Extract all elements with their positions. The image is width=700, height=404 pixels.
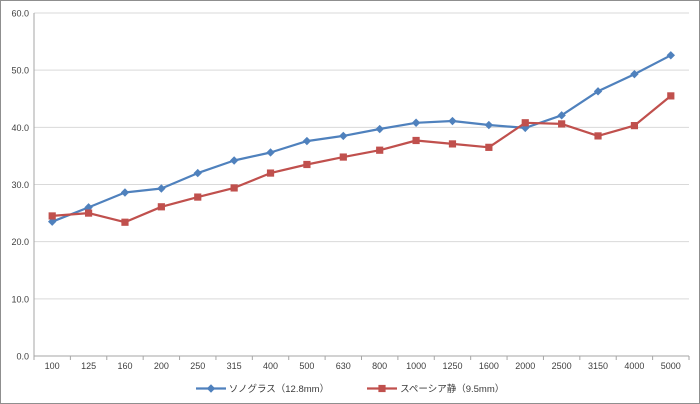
diamond-marker [593, 87, 603, 96]
x-tick-label: 160 [117, 361, 132, 371]
square-marker [521, 119, 529, 127]
diamond-marker [630, 69, 639, 79]
diamond-marker [339, 131, 348, 141]
x-tick-label: 800 [372, 361, 387, 371]
diamond-marker [448, 116, 457, 126]
square-marker [339, 153, 347, 161]
x-tick-label: 250 [190, 361, 205, 371]
x-tick-label: 100 [45, 361, 60, 371]
x-tick-label: 3150 [588, 361, 608, 371]
y-tick-label: 60.0 [11, 9, 29, 19]
diamond-marker [484, 120, 494, 130]
diamond-marker [193, 168, 202, 178]
diamond-marker [266, 148, 275, 157]
x-tick-label: 4000 [624, 361, 644, 371]
x-tick-label: 1000 [406, 361, 426, 371]
square-marker [448, 140, 457, 148]
x-tick-label: 200 [154, 361, 169, 371]
square-marker [303, 160, 311, 169]
diamond-marker [84, 203, 93, 212]
y-tick-label: 20.0 [11, 237, 29, 247]
diamond-marker [375, 124, 384, 134]
y-tick-label: 50.0 [11, 66, 29, 76]
square-marker [230, 184, 238, 192]
square-marker [194, 193, 202, 201]
square-marker [157, 203, 165, 211]
square-marker [48, 212, 56, 220]
diamond-marker [557, 111, 566, 120]
x-tick-label: 315 [227, 361, 242, 371]
y-tick-label: 30.0 [11, 180, 29, 190]
series-line-1 [51, 94, 672, 224]
diamond-marker [157, 184, 166, 193]
y-tick-label: 40.0 [11, 123, 29, 133]
x-tick-label: 400 [263, 361, 278, 371]
diamond-marker [302, 136, 312, 146]
y-tick-label: 10.0 [11, 294, 29, 304]
square-marker [667, 92, 675, 100]
square-marker [594, 132, 602, 140]
square-marker [266, 169, 275, 177]
x-tick-label: 500 [299, 361, 314, 371]
diamond-marker [120, 188, 130, 197]
x-tick-label: 1600 [479, 361, 499, 371]
diamond-marker [411, 118, 421, 127]
diamond-marker [666, 51, 676, 60]
square-marker [485, 143, 493, 151]
x-tick-label: 1250 [442, 361, 462, 371]
x-tick-label: 2500 [552, 361, 572, 371]
x-tick-label: 5000 [661, 361, 681, 371]
square-marker [376, 146, 384, 154]
x-tick-label: 2000 [515, 361, 535, 371]
diamond-marker [229, 156, 239, 165]
series-line-0 [51, 54, 672, 223]
diamond-marker [47, 217, 57, 226]
x-tick-label: 630 [336, 361, 351, 371]
square-marker [558, 120, 566, 128]
square-marker [412, 136, 420, 145]
x-tick-label: 125 [81, 361, 96, 371]
square-marker [630, 122, 639, 130]
square-marker [84, 209, 93, 217]
y-tick-label: 0.0 [16, 352, 29, 362]
square-marker [121, 218, 129, 226]
